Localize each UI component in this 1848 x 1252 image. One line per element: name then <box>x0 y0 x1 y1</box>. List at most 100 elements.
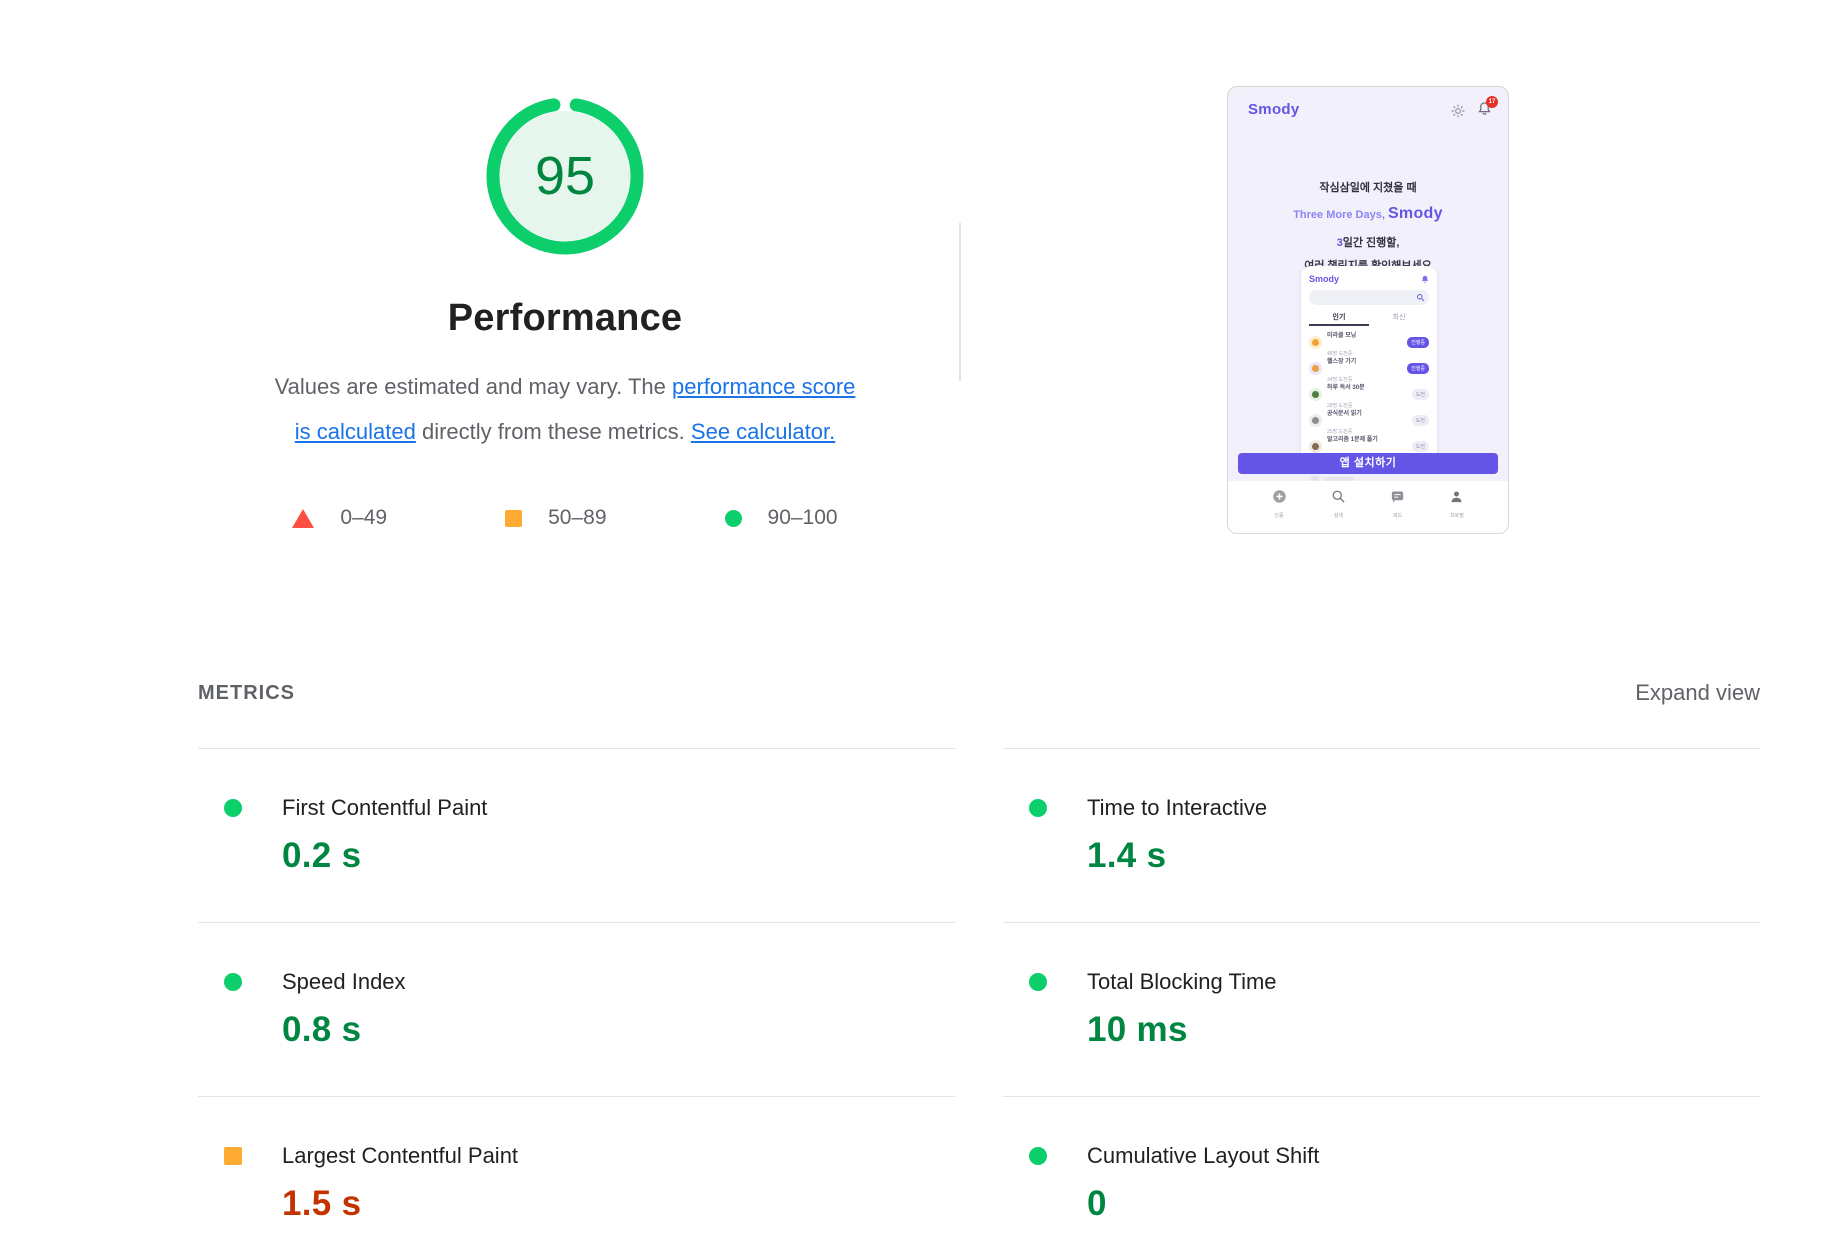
mini-tab-latest: 최신 <box>1392 314 1406 321</box>
metric-rating-icon <box>1029 799 1047 817</box>
plus-circle-icon <box>1272 490 1286 503</box>
score-gauge-arc <box>486 97 644 255</box>
app-logo-text: Smody <box>1248 101 1300 118</box>
score-description: Values are estimated and may vary. The p… <box>209 364 921 454</box>
legend-label: 50–89 <box>548 506 607 529</box>
metrics-right-column: Time to Interactive 1.4 s Total Blocking… <box>1003 748 1760 1252</box>
mini-app-card: Smody 인기 최신 미라클 모닝 46명 도전중 <box>1301 266 1437 462</box>
person-icon <box>1451 491 1462 503</box>
metric-value: 0.2 s <box>282 836 362 875</box>
mini-app-logo: Smody <box>1309 274 1340 284</box>
performance-score-section: 95 Performance Values are estimated and … <box>209 95 921 530</box>
legend-average-range: 50–89 <box>505 506 607 530</box>
legend-fail-range: 0–49 <box>292 506 387 530</box>
see-calculator-link[interactable]: See calculator. <box>690 419 836 444</box>
metric-value: 10 ms <box>1087 1010 1188 1049</box>
nav-item-cert: 인증 <box>1262 489 1296 533</box>
score-legend: 0–49 50–89 90–100 <box>209 506 921 530</box>
average-square-icon <box>505 509 523 527</box>
metric-value: 0 <box>1087 1184 1107 1223</box>
mini-challenge-list: 미라클 모닝 46명 도전중 진행중 헬스장 가기 34명 도전중 진행중 하루 독… <box>1309 329 1429 461</box>
partial-list-row <box>1311 474 1425 483</box>
nav-item-search: 검색 <box>1321 489 1355 533</box>
mini-bottom-nav: 인증 검색 피드 <box>1228 481 1508 533</box>
is-calculated-link[interactable]: is calculated <box>294 419 416 444</box>
metrics-heading: METRICS <box>198 681 295 704</box>
metric-total-blocking-time: Total Blocking Time 10 ms <box>1003 922 1760 1096</box>
list-item: 공식문서 읽기 25명 도전중 도전 <box>1309 407 1429 435</box>
metric-rating-icon <box>224 973 242 991</box>
status-badge: 진행중 <box>1407 362 1429 374</box>
challenge-sub: 46명 도전중 <box>1327 351 1353 357</box>
avatar <box>1309 387 1322 401</box>
hero-line3-rest: 일간 진행할, <box>1342 237 1400 249</box>
metrics-columns: First Contentful Paint 0.2 s Speed Index… <box>198 748 1760 1252</box>
score-value: 95 <box>534 146 596 206</box>
metric-rating-icon <box>224 799 242 817</box>
hero-line1: 작심삼일에 지쳤을 때 <box>1319 182 1417 194</box>
theme-sun-icon <box>1451 104 1465 118</box>
metric-rating-icon <box>1029 973 1047 991</box>
metric-value: 1.4 s <box>1087 836 1167 875</box>
legend-label: 90–100 <box>767 506 838 529</box>
metrics-header: METRICS Expand view <box>198 678 1760 708</box>
challenge-name: 하루 독서 30분 <box>1327 385 1365 391</box>
search-icon <box>1332 490 1345 503</box>
metric-speed-index: Speed Index 0.8 s <box>198 922 955 1096</box>
challenge-name: 공식문서 읽기 <box>1327 411 1362 417</box>
metric-time-to-interactive: Time to Interactive 1.4 s <box>1003 748 1760 922</box>
challenge-sub: 34명 도전중 <box>1327 377 1353 383</box>
hero-line2-brand: Smody <box>1387 205 1443 222</box>
nav-label: 인증 <box>1274 513 1284 519</box>
metric-name: First Contentful Paint <box>282 795 488 820</box>
metric-name: Speed Index <box>282 969 406 994</box>
avatar <box>1309 361 1322 375</box>
metric-rating-icon <box>1029 1147 1047 1165</box>
list-item: 미라클 모닝 46명 도전중 진행중 <box>1309 329 1429 357</box>
metrics-left-column: First Contentful Paint 0.2 s Speed Index… <box>198 748 955 1252</box>
challenge-sub: 28명 도전중 <box>1327 403 1353 409</box>
legend-pass-range: 90–100 <box>724 506 838 530</box>
mini-bell-icon <box>1422 275 1428 283</box>
notification-count-badge: 17 <box>1486 96 1498 108</box>
performance-score-link[interactable]: performance score <box>672 374 856 399</box>
metric-largest-contentful-paint: Largest Contentful Paint 1.5 s <box>198 1096 955 1252</box>
expand-view-button[interactable]: Expand view <box>1635 680 1760 705</box>
challenge-name: 미라클 모닝 <box>1327 333 1357 339</box>
category-title: Performance <box>447 297 683 339</box>
status-badge: 도전 <box>1411 388 1429 400</box>
nav-item-feed: 피드 <box>1381 489 1415 533</box>
mini-tab-popular: 인기 <box>1309 312 1369 326</box>
nav-item-profile: 프로필 <box>1440 489 1474 533</box>
metric-name: Largest Contentful Paint <box>282 1143 519 1168</box>
nav-label: 검색 <box>1333 513 1343 519</box>
metric-cumulative-layout-shift: Cumulative Layout Shift 0 <box>1003 1096 1760 1252</box>
challenge-name: 알고리즘 1문제 풀기 <box>1327 437 1378 443</box>
list-item: 헬스장 가기 34명 도전중 진행중 <box>1309 355 1429 383</box>
status-badge: 도전 <box>1411 440 1429 452</box>
section-divider <box>959 223 961 381</box>
metric-name: Time to Interactive <box>1087 795 1268 820</box>
status-badge: 진행중 <box>1407 336 1429 348</box>
mini-search-bar <box>1309 290 1429 305</box>
nav-label: 프로필 <box>1450 513 1464 519</box>
fail-triangle-icon <box>292 508 315 528</box>
metric-first-contentful-paint: First Contentful Paint 0.2 s <box>198 748 955 922</box>
metric-name: Cumulative Layout Shift <box>1087 1143 1320 1168</box>
hero-line3-number: 3 <box>1336 237 1343 249</box>
score-gauge: 95 <box>484 95 646 257</box>
hero-line2: Three More Days, Smody <box>1228 205 1508 223</box>
description-text-middle: directly from these metrics. <box>415 419 691 444</box>
final-screenshot-thumbnail: Smody 17 작심삼일에 지쳤을 때 Three <box>1227 86 1509 534</box>
metric-rating-icon <box>224 1147 242 1165</box>
challenge-sub: 25명 도전중 <box>1327 429 1353 435</box>
pass-circle-icon <box>724 509 742 527</box>
mini-search-icon <box>1417 294 1425 302</box>
avatar <box>1309 413 1322 427</box>
list-item: 하루 독서 30분 28명 도전중 도전 <box>1309 381 1429 409</box>
hero-line3: 3일간 진행할, <box>1228 234 1508 250</box>
mini-tabs: 인기 최신 <box>1309 312 1429 326</box>
status-badge: 도전 <box>1411 414 1429 426</box>
challenge-name: 헬스장 가기 <box>1327 359 1357 365</box>
